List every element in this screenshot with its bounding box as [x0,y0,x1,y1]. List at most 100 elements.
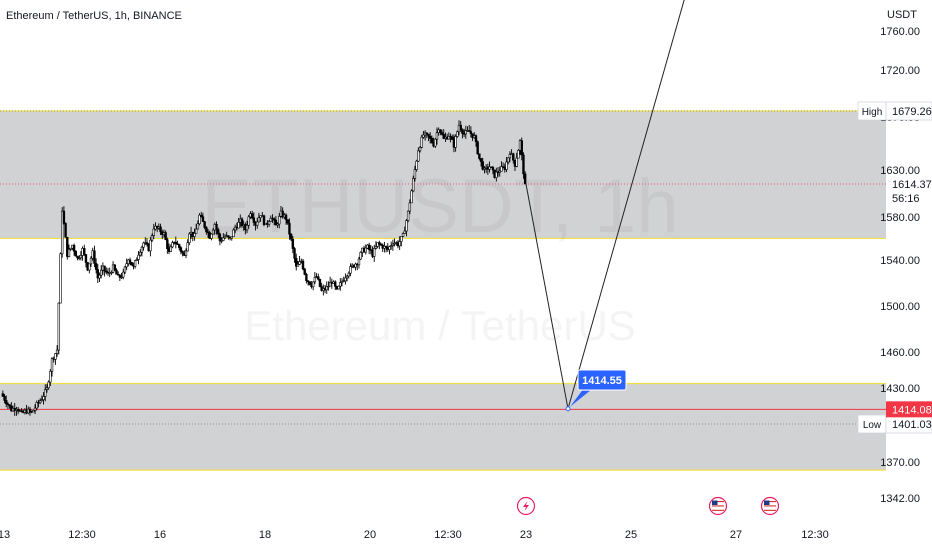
candle [328,276,332,287]
candle [378,240,381,250]
candle [38,398,42,405]
candle [61,207,64,258]
projection-callout[interactable]: 1414.55 [570,369,627,407]
candle [110,270,113,276]
x-tick-label: 20 [364,529,376,541]
events-layer[interactable] [516,496,780,516]
zone-high[interactable] [0,111,886,239]
x-tick-label: 12:30 [801,529,829,541]
zones-layer [0,110,886,471]
candle [66,237,69,260]
candle [374,241,378,250]
candle [515,152,518,168]
candle [76,255,79,261]
candle [159,223,162,236]
candle [347,271,350,279]
candle [49,369,52,386]
candle [425,132,428,139]
candle [16,406,20,415]
candle [500,161,503,172]
svg-text:1614.37: 1614.37 [892,179,932,191]
candle [269,215,272,222]
candle [1,390,5,397]
zone-low[interactable] [0,383,886,471]
candle [498,166,501,177]
candle [145,238,149,247]
candle [467,125,471,132]
candle [522,152,525,179]
candle [384,245,388,253]
candle [318,278,322,288]
candle [469,126,473,138]
candle [116,271,120,276]
candle [28,406,32,416]
candle [474,134,478,147]
candle [222,233,225,242]
candle [476,140,479,155]
candle [491,166,495,175]
candle [57,302,61,355]
y-tick-label: 1460.00 [880,347,920,359]
us-flag-icon[interactable] [708,496,728,516]
candle [459,120,462,132]
candle [422,130,425,139]
candle [198,213,201,226]
candle [517,149,520,159]
symbol-title[interactable]: Ethereum / TetherUS, 1h, BINANCE [6,10,182,22]
projection-anchor[interactable] [565,406,571,412]
candle [220,237,223,244]
candle [505,157,508,173]
candle [337,285,340,290]
candle [233,224,237,234]
lightning-icon[interactable] [516,496,536,516]
candle [62,206,66,225]
candle [203,220,206,230]
us-flag-icon[interactable] [760,496,780,516]
candle [103,265,106,277]
candle [35,400,38,411]
y-tick-label: 1540.00 [880,255,920,267]
candle [488,161,491,173]
candle [5,395,8,408]
price-badges: High 1679.26 Low 1401.03 1414.08 1614.37 56:16 [857,101,932,434]
candle [118,274,122,281]
candle [140,245,144,257]
candle [479,158,483,167]
x-axis-ticks[interactable]: 13 12:30 16 18 20 12:30 23 25 27 12:30 [0,520,932,550]
x-tick-label: 13 [0,529,10,541]
candle [217,227,220,239]
y-tick-label: 1500.00 [880,301,920,313]
candle [88,263,91,274]
level-badge-high: High 1679.26 [857,101,932,121]
candle [286,219,289,225]
candle [288,218,291,240]
candle [150,233,154,242]
candle [47,380,50,390]
candle [325,281,328,294]
candle [284,213,288,225]
candle [84,254,88,268]
candle [166,237,169,254]
svg-text:Low: Low [863,420,882,431]
x-tick-label: 18 [259,529,271,541]
candle [391,239,395,251]
candle [327,281,330,291]
candle [313,272,317,285]
candle [271,214,274,223]
candle [176,240,179,245]
candle [59,252,62,304]
candle [257,212,261,223]
candle [276,222,279,228]
candle [456,130,459,138]
x-tick-label: 12:30 [434,529,462,541]
projection-layer[interactable]: 1414.55 [525,0,688,412]
candle [508,151,512,163]
candle [305,272,308,284]
candle [434,138,437,149]
candle [442,129,445,140]
svg-text:1414.08: 1414.08 [892,404,932,416]
candle [405,218,408,237]
candle [256,217,259,229]
candle [96,264,100,284]
